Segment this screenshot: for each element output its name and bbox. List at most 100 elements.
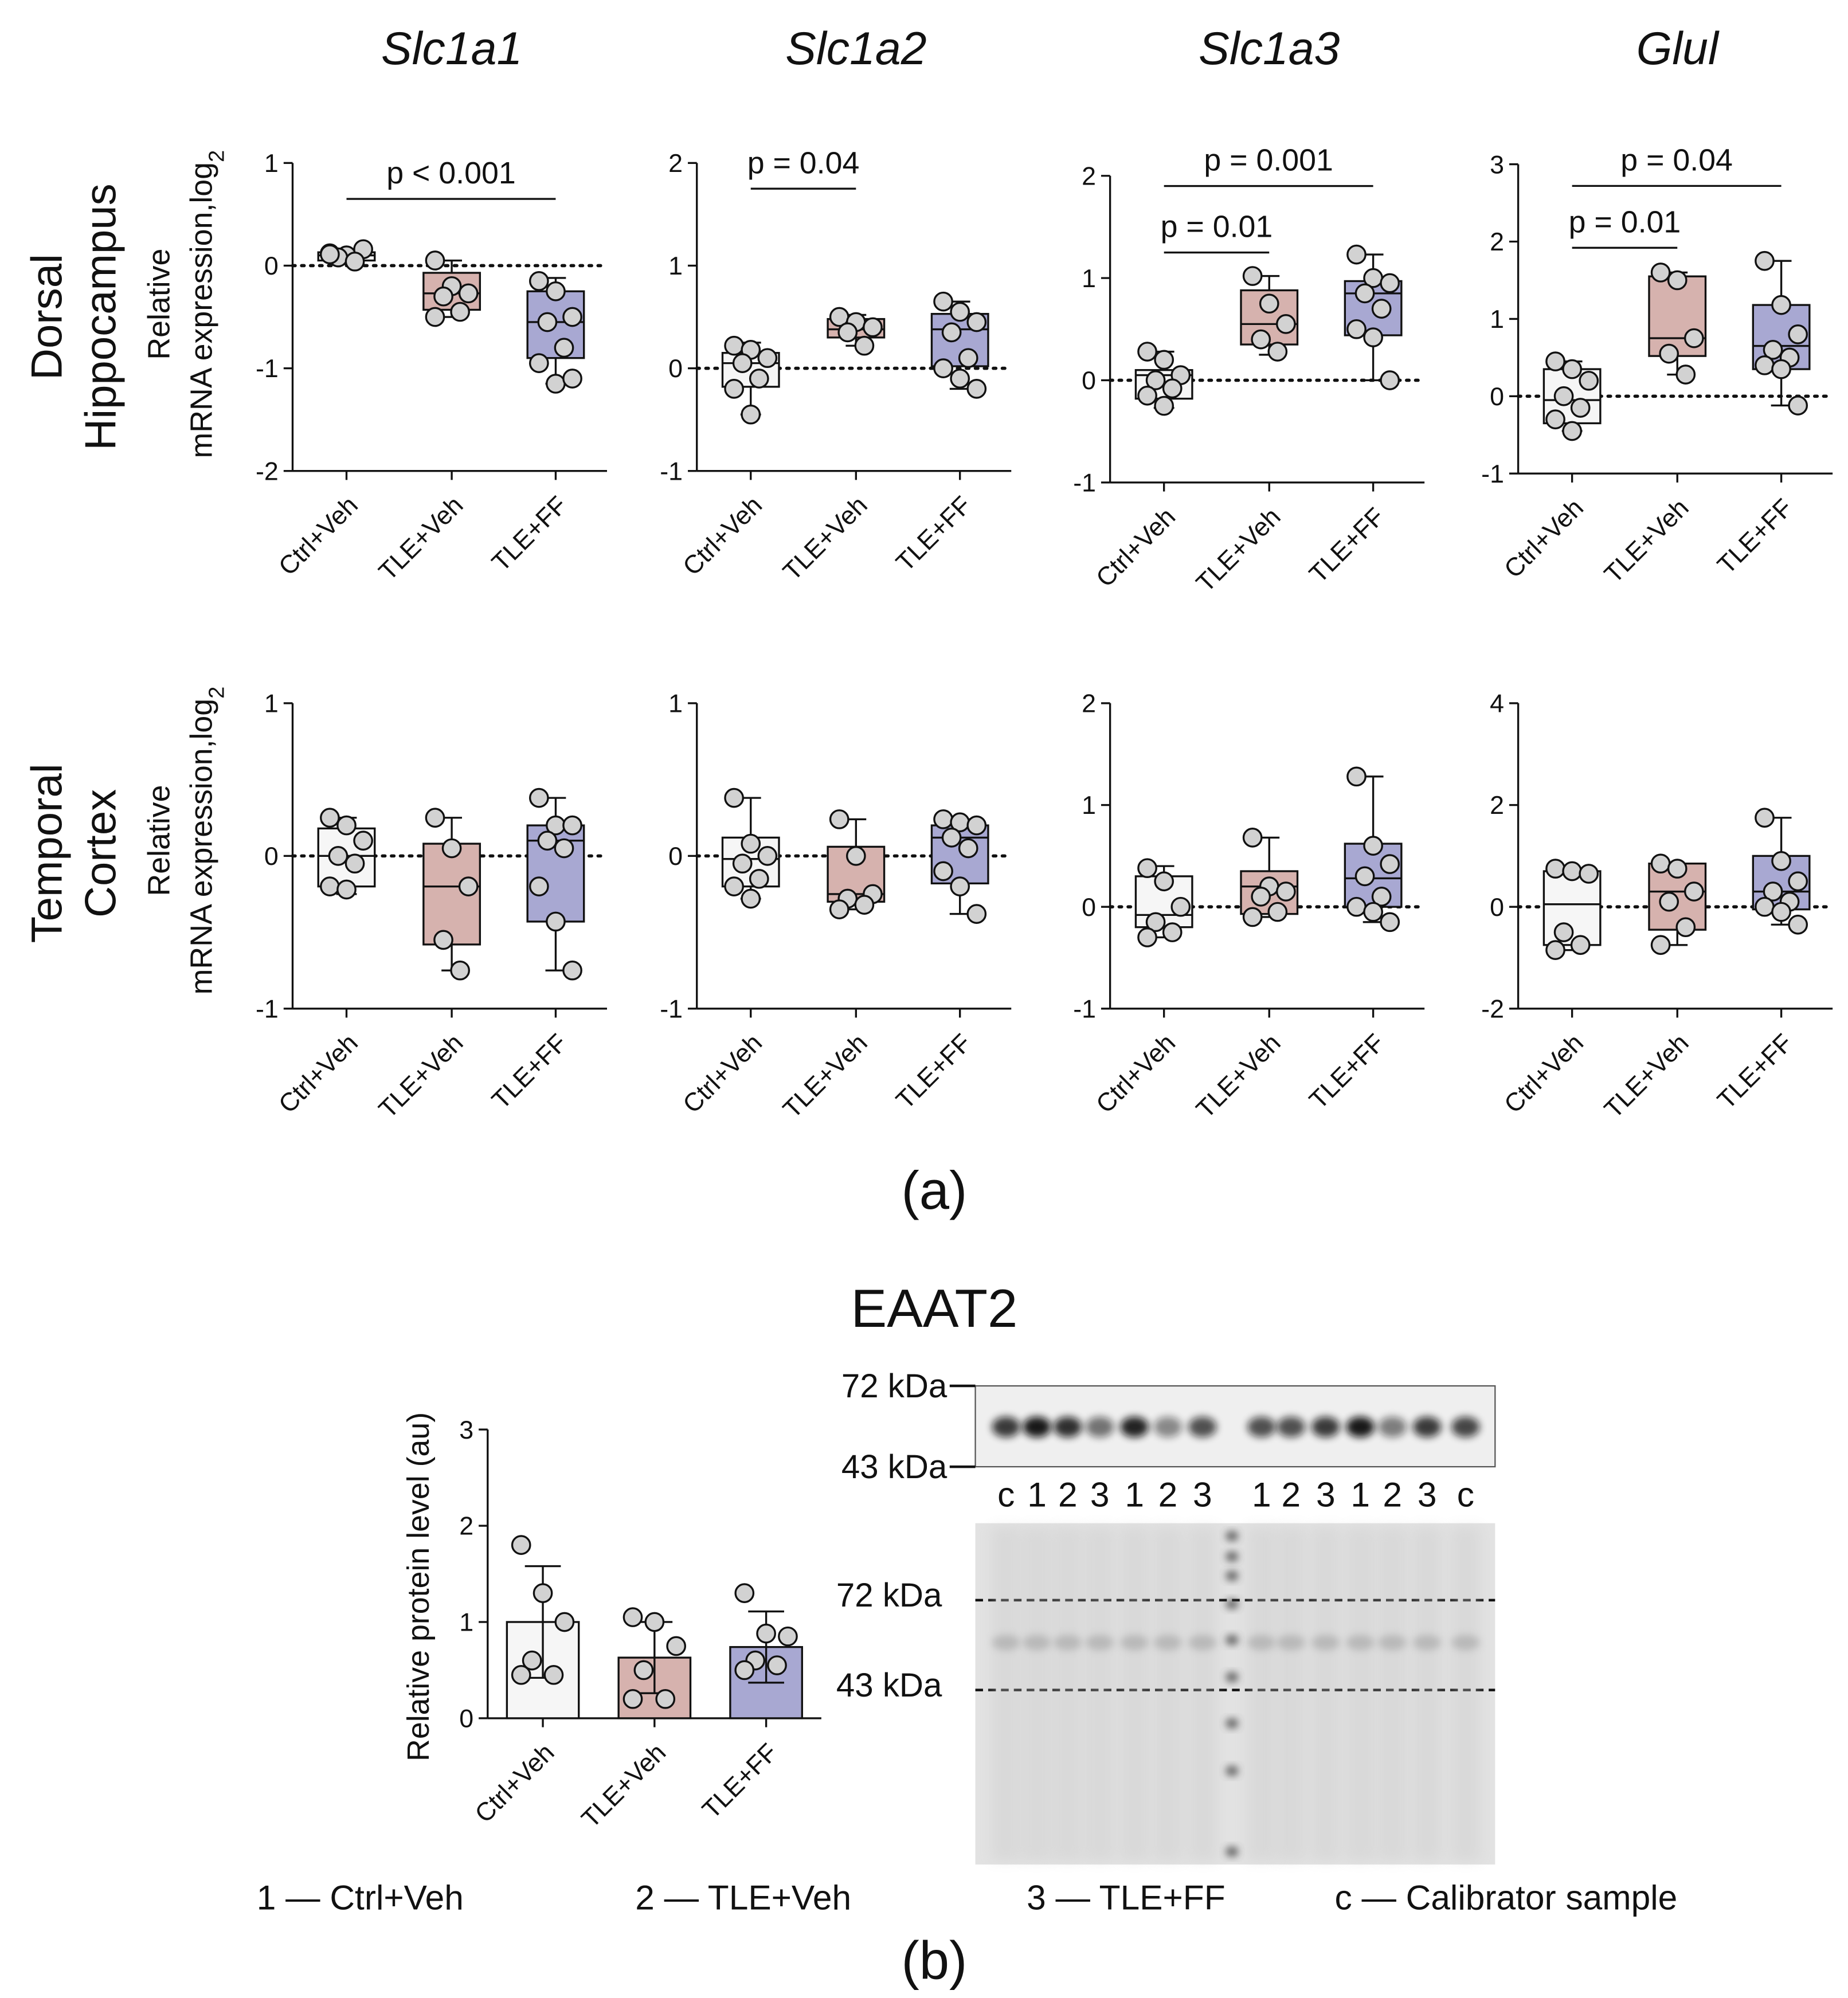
x-tick-label: Ctrl+Veh (1090, 502, 1181, 593)
data-point (1675, 917, 1696, 938)
y-tick-label: 1 (1082, 264, 1096, 293)
y-tick-label: 1 (264, 689, 279, 718)
data-point (336, 879, 357, 900)
x-tick-label: TLE+Veh (373, 491, 468, 586)
y-tick-label: 2 (1490, 791, 1504, 820)
x-tick-label: Ctrl+Veh (1498, 1028, 1589, 1119)
data-point (854, 895, 875, 915)
data-point (1154, 395, 1174, 416)
y-tick-label: 1 (1490, 305, 1504, 334)
data-point (533, 1583, 553, 1603)
stain-lane (1451, 1527, 1480, 1861)
data-point (1570, 935, 1591, 955)
data-point (732, 853, 753, 874)
data-point (778, 1626, 798, 1647)
data-point (941, 828, 962, 848)
data-point (1650, 263, 1671, 283)
y-tick-label: -1 (256, 354, 279, 383)
y-axis-label-sub: 2 (205, 687, 229, 699)
band (1311, 1416, 1340, 1437)
stain-band (1378, 1635, 1407, 1651)
x-tick-label: Ctrl+Veh (1090, 1028, 1181, 1119)
data-point (554, 1612, 575, 1632)
data-point (1137, 927, 1157, 947)
x-tick-label: TLE+FF (1304, 1028, 1391, 1115)
data-point (1154, 350, 1174, 370)
data-point (562, 307, 582, 327)
data-point (1259, 293, 1279, 314)
data-point (528, 876, 549, 897)
y-tick-label: -1 (1481, 460, 1504, 488)
legend-entry: 1 — Ctrl+Veh (257, 1878, 464, 1917)
data-point (537, 830, 558, 851)
band (1054, 1416, 1082, 1437)
panel-label: (a) (901, 1160, 967, 1220)
data-point (732, 353, 753, 373)
data-point (1154, 871, 1174, 892)
data-point (1763, 882, 1783, 902)
data-point (933, 809, 953, 829)
data-point (1755, 896, 1775, 917)
data-point (1380, 273, 1400, 293)
data-point (854, 335, 875, 356)
data-point (1771, 851, 1791, 871)
y-tick-label: 0 (1490, 893, 1504, 922)
y-axis-label: Relative protein level (au) (401, 1412, 436, 1761)
x-tick-label: TLE+Veh (1191, 1028, 1286, 1123)
data-point (1763, 339, 1783, 360)
data-point (450, 960, 470, 981)
data-point (950, 301, 970, 322)
x-tick-label: TLE+FF (486, 1028, 573, 1115)
data-point (1137, 858, 1157, 879)
data-point (1755, 355, 1775, 375)
data-point (1562, 421, 1582, 441)
data-point (1771, 359, 1791, 379)
marker-label: 72 kDa (841, 1368, 948, 1405)
legend-entry: c — Calibrator sample (1334, 1878, 1677, 1917)
data-point (958, 838, 978, 859)
data-point (1562, 359, 1582, 379)
stain-lane (1247, 1527, 1276, 1861)
data-point (1683, 328, 1704, 348)
stain-lane (1054, 1527, 1082, 1861)
ladder-band (1226, 1718, 1239, 1729)
y-tick-label: 1 (668, 689, 683, 718)
data-point (1251, 887, 1271, 907)
y-tick-label: 1 (459, 1608, 473, 1637)
data-point (1162, 922, 1183, 942)
y-tick-label: 0 (264, 252, 279, 280)
ladder-band (1226, 1551, 1239, 1562)
data-point (756, 1623, 776, 1644)
data-point (554, 338, 574, 358)
data-point (1242, 266, 1263, 286)
y-tick-label: 2 (1082, 689, 1096, 718)
data-point (425, 808, 445, 828)
y-tick-label: 2 (668, 149, 683, 178)
data-point (1545, 351, 1565, 371)
data-point (1675, 365, 1696, 385)
data-point (528, 353, 549, 373)
y-axis-label-text: mRNA expression,log (184, 162, 218, 459)
y-tick-label: -1 (660, 994, 683, 1023)
lane-label: 2 (1383, 1475, 1402, 1514)
data-point (767, 1655, 787, 1675)
data-point (1242, 907, 1263, 927)
data-point (458, 876, 479, 897)
data-point (644, 1612, 665, 1632)
y-tick-label: 1 (264, 149, 279, 178)
data-point (1354, 866, 1375, 887)
marker-label: 72 kDa (836, 1577, 942, 1614)
data-point (757, 348, 778, 369)
marker-label: 43 kDa (836, 1667, 942, 1704)
data-point (1667, 859, 1688, 879)
data-point (749, 369, 769, 389)
stain-band (1311, 1635, 1340, 1651)
significance-label: p = 0.01 (1569, 205, 1681, 239)
y-tick-label: 1 (1082, 791, 1096, 820)
data-point (749, 868, 769, 889)
data-point (320, 876, 340, 897)
data-point (1659, 343, 1679, 364)
data-point (511, 1664, 531, 1685)
data-point (741, 833, 761, 854)
data-point (655, 1688, 676, 1709)
